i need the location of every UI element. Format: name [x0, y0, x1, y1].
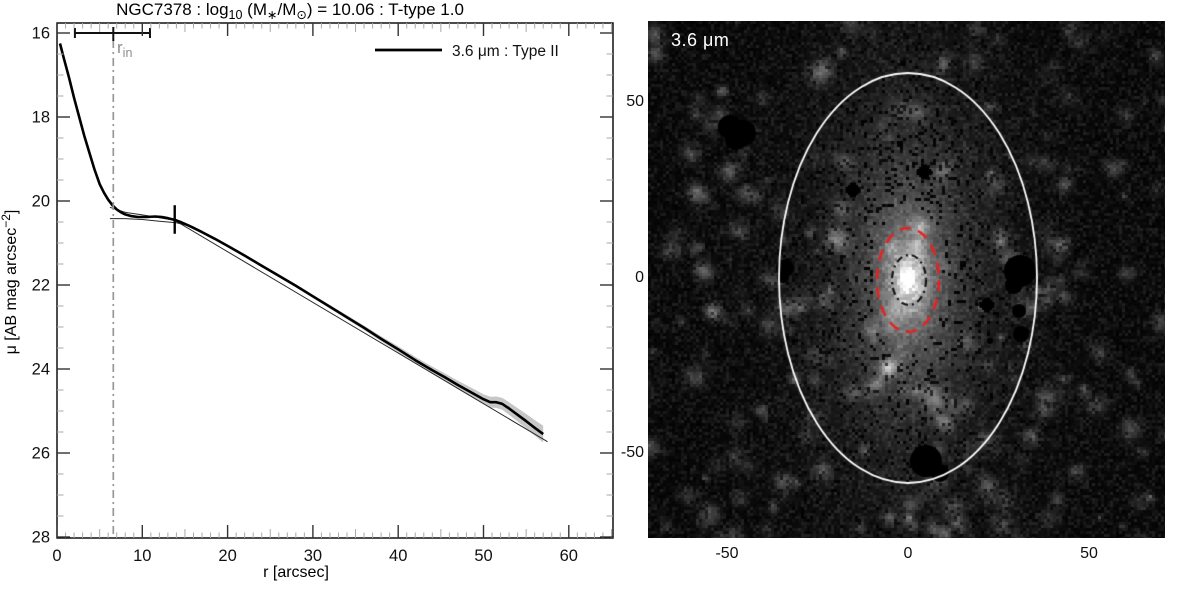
galaxy-x-tick-label: 0	[903, 545, 913, 562]
profile-curve	[58, 43, 544, 436]
x-tick-label: 0	[52, 547, 61, 565]
galaxy-x-tick-label: -50	[715, 545, 739, 562]
band-label: 3.6 μm	[671, 30, 730, 50]
model-curve-outer	[109, 206, 548, 443]
x-tick-label: 20	[218, 547, 236, 565]
y-tick-label: 22	[32, 277, 50, 295]
r-in-label: rin	[117, 38, 132, 60]
plot-title: NGC7378 : log10 (M∗/M⊙) = 10.06 : T-type…	[116, 0, 464, 22]
x-tick-label: 50	[474, 547, 492, 565]
x-tick-label: 40	[389, 547, 407, 565]
x-tick-label: 60	[560, 547, 578, 565]
y-axis-label: μ [AB mag arcsec−2]	[0, 210, 20, 355]
y-tick-label: 20	[32, 193, 50, 211]
galaxy-x-tick-label: 50	[1080, 545, 1098, 562]
galaxy-y-tick-label: 50	[626, 92, 644, 110]
galaxy-y-tick-label: 0	[635, 268, 644, 286]
y-tick-label: 24	[32, 361, 50, 379]
y-tick-label: 28	[32, 529, 50, 547]
galaxy-y-tick-label: -50	[620, 443, 644, 461]
y-tick-label: 18	[32, 109, 50, 127]
x-axis-label: r [arcsec]	[263, 564, 329, 581]
error-band	[60, 42, 544, 443]
r-in-errorbar	[73, 27, 151, 41]
legend-label: 3.6 μm : Type II	[452, 43, 559, 60]
plot-frame	[56, 22, 614, 539]
y-tick-label: 16	[32, 25, 50, 43]
x-tick-label: 10	[133, 547, 151, 565]
surface-brightness-plot: rin 3.6 μm : Type II 0 10 20 30 40 50 60 16 18 20 22…	[0, 0, 614, 581]
y-tick-label: 26	[32, 445, 50, 463]
galaxy-image-3.6um	[648, 21, 1165, 538]
x-tick-label: 30	[304, 547, 322, 565]
